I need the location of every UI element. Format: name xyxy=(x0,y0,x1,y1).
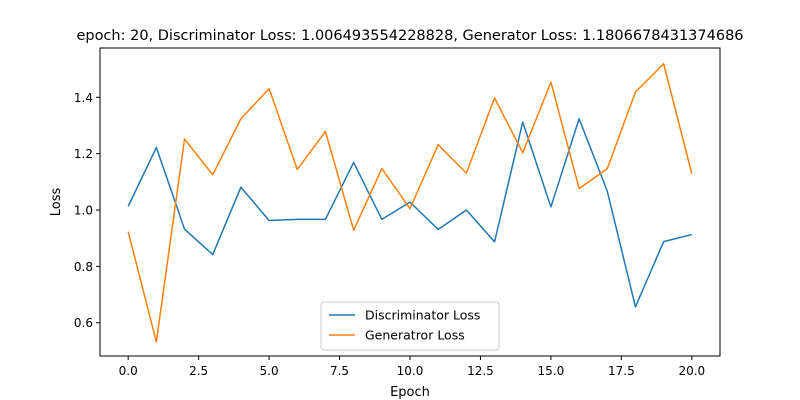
legend: Discriminator Loss Generatror Loss xyxy=(320,301,500,351)
y-tick-label: 1.0 xyxy=(74,204,93,218)
x-tick-label: 10.0 xyxy=(397,364,424,378)
y-axis-label: Loss xyxy=(49,188,64,217)
x-tick-label: 20.0 xyxy=(678,364,705,378)
x-tick-label: 15.0 xyxy=(538,364,565,378)
y-tick-label: 1.4 xyxy=(74,91,93,105)
series-line-2 xyxy=(127,63,693,343)
x-tick-label: 17.5 xyxy=(608,364,635,378)
series-line-1 xyxy=(127,117,693,308)
chart-title: epoch: 20, Discriminator Loss: 1.0064935… xyxy=(76,28,743,44)
x-tick-label: 0.0 xyxy=(119,364,138,378)
series-layer xyxy=(127,63,693,343)
x-axis: 0.0 2.5 5.0 7.5 10.0 12.5 15.0 17.5 20.0 xyxy=(119,356,705,378)
y-tick-label: 1.2 xyxy=(74,147,93,161)
x-axis-label: Epoch xyxy=(390,385,430,400)
legend-label: Generatror Loss xyxy=(365,328,465,343)
x-tick-label: 7.5 xyxy=(330,364,349,378)
legend-box xyxy=(320,301,500,351)
x-tick-label: 12.5 xyxy=(467,364,494,378)
y-tick-label: 0.8 xyxy=(74,260,93,274)
x-tick-label: 5.0 xyxy=(260,364,279,378)
x-tick-label: 2.5 xyxy=(189,364,208,378)
y-axis: 0.6 0.8 1.0 1.2 1.4 xyxy=(74,91,100,330)
y-tick-label: 0.6 xyxy=(74,316,93,330)
legend-label: Discriminator Loss xyxy=(365,308,480,323)
